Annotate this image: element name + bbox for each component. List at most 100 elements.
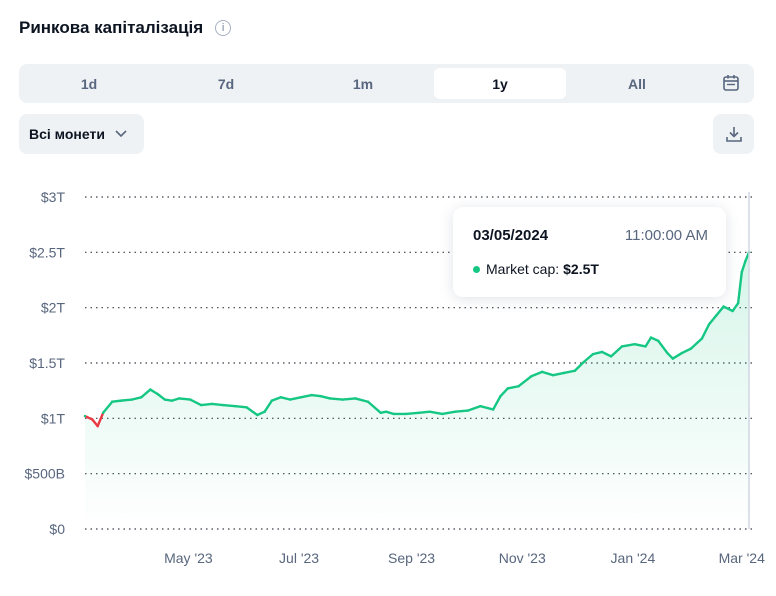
line-segment [428,410,444,416]
line-segment [96,411,105,428]
calendar-icon[interactable] [722,74,740,92]
line-segment [453,409,469,413]
data-point [591,352,595,356]
line-segment [666,351,675,360]
tooltip-value: $2.5T [563,261,599,277]
line-segment [270,396,283,402]
y-tick-label: $500B [25,466,65,482]
line-segment [689,337,704,350]
data-point [530,375,533,378]
line-segment [540,370,555,377]
data-point [392,412,395,416]
line-segment [700,323,711,340]
data-point [633,342,636,346]
line-segment [736,271,743,305]
data-point [680,351,684,355]
line-segment [149,388,159,396]
line-segment [517,375,533,388]
data-point [707,323,711,326]
data-point [354,397,357,400]
download-button[interactable] [713,114,754,154]
tab-1y[interactable]: 1y [434,68,566,99]
line-segment [263,399,274,413]
data-point [130,398,134,401]
y-tick-label: $1T [41,410,66,426]
x-tick-label: May '23 [164,550,213,566]
data-point [91,418,94,421]
line-segment [417,410,431,414]
data-point [715,314,718,317]
line-segment [234,404,248,409]
tab-7d[interactable]: 7d [217,75,235,92]
tooltip-time: 11:00:00 AM [624,227,708,244]
line-segment [101,400,114,414]
line-segment [722,305,734,313]
line-segment [562,369,577,375]
y-tick-label: $2.5T [29,244,65,260]
data-point [299,396,303,399]
y-tick-label: $3T [41,189,66,205]
line-segment [328,397,344,401]
data-point [234,404,237,408]
tab-all[interactable]: All [628,75,646,92]
info-icon[interactable]: i [215,20,232,36]
line-segment [91,418,99,428]
data-point [573,369,577,372]
data-point [609,355,613,358]
data-point [689,347,693,350]
data-point [551,373,555,377]
coin-filter-dropdown[interactable]: Всі монети [19,114,144,154]
line-segment [620,342,636,348]
data-point [384,410,388,413]
tooltip-row: Market cap: $2.5T [473,261,599,277]
data-point [499,395,502,398]
data-point [736,302,740,305]
line-segment [404,411,421,416]
chart-area-fill [85,252,749,530]
data-point [270,399,274,402]
data-point [111,400,114,403]
data-point [210,402,214,406]
data-point [199,403,203,407]
data-point [740,271,743,274]
line-segment [491,395,502,411]
data-point [517,385,520,388]
line-segment [680,347,693,355]
line-segment [120,398,134,402]
data-point [156,392,159,396]
data-point [620,345,624,348]
tooltip-date: 03/05/2024 [473,227,549,244]
data-point [120,399,123,402]
data-point [441,412,444,416]
data-point [310,393,313,397]
data-point [453,410,457,413]
line-segment [707,314,718,326]
data-point [479,404,482,408]
download-icon [725,127,742,142]
page-title: Ринкова капіталізація [19,18,204,37]
data-point [722,305,725,308]
data-point [428,410,431,413]
line-segment [633,342,647,348]
line-segment [178,397,192,401]
data-point [256,413,259,417]
line-segment [600,350,613,358]
line-segment [441,410,457,416]
data-point [366,400,370,403]
data-point [466,409,469,412]
tab-1d[interactable]: 1d [80,75,98,92]
y-tick-label: $2T [41,300,66,316]
line-segment [256,410,266,417]
tab-1m[interactable]: 1m [352,75,374,92]
data-point [506,387,509,390]
line-segment [740,259,747,274]
line-segment [530,370,544,378]
line-segment [210,402,225,407]
line-segment [649,336,660,343]
line-segment [199,402,214,407]
line-segment [609,345,624,358]
data-point [149,388,152,391]
x-tick-label: Jan '24 [611,550,656,566]
line-segment [288,396,303,401]
